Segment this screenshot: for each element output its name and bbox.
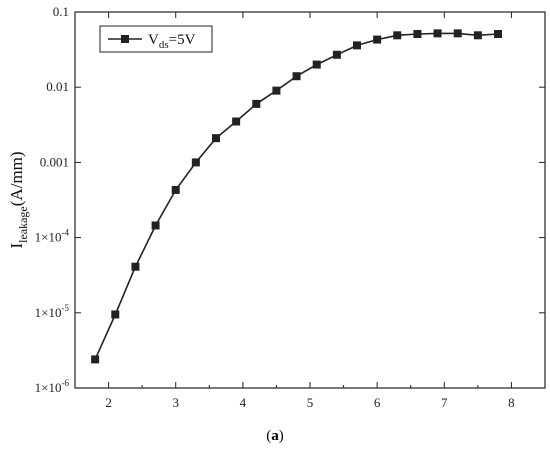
data-point xyxy=(353,41,361,50)
x-tick-label: 7 xyxy=(441,395,448,410)
x-tick-label: 3 xyxy=(172,395,179,410)
data-point xyxy=(91,355,100,364)
data-point xyxy=(171,185,180,194)
data-point xyxy=(252,99,261,108)
series-line xyxy=(94,32,499,360)
y-axis-label: Ileakage(A/mm) xyxy=(7,151,30,248)
data-point xyxy=(473,31,482,40)
data-point xyxy=(413,29,422,38)
y-tick-label: 1×10-4 xyxy=(35,228,70,245)
x-tick-label: 4 xyxy=(240,395,247,410)
y-axis-label-main: I xyxy=(7,243,26,249)
chart: 2 3 4 5 6 7 80.10.010.0011×10-41×10-51×10-6Ile… xyxy=(7,4,546,410)
legend-label-main: V xyxy=(148,32,159,48)
y-tick-mantissa: 1×10 xyxy=(35,305,62,320)
data-point xyxy=(453,29,462,38)
y-tick-exponent: -6 xyxy=(62,378,70,388)
y-tick-mantissa: 1×10 xyxy=(35,380,62,395)
y-tick-label: 0.1 xyxy=(53,4,69,19)
data-point xyxy=(111,310,120,319)
legend-label-rest: =5V xyxy=(169,32,196,48)
data-point xyxy=(292,72,301,81)
y-tick-exponent: -5 xyxy=(62,303,70,313)
y-tick-exponent: -4 xyxy=(62,228,70,238)
y-tick-mantissa: 1×10 xyxy=(35,230,62,245)
data-point xyxy=(232,117,241,126)
data-point xyxy=(131,262,140,271)
legend-label-sub: ds xyxy=(159,39,169,51)
figure-caption: (a) xyxy=(266,428,284,444)
y-tick-label: 0.01 xyxy=(46,79,69,94)
x-tick-label: 2 xyxy=(105,395,112,410)
y-axis-label-unit: (A/mm) xyxy=(7,151,26,206)
legend-label: Vds=5V xyxy=(148,32,196,51)
data-point xyxy=(373,35,382,44)
data-point xyxy=(332,50,341,59)
legend-box xyxy=(99,25,213,53)
y-tick-label: 0.001 xyxy=(40,154,69,169)
data-point xyxy=(494,29,502,38)
data-point xyxy=(393,31,402,40)
data-point xyxy=(212,134,220,143)
y-tick-label: 1×10-5 xyxy=(35,303,70,320)
y-axis-label-sub: leakage xyxy=(16,206,30,243)
data-point xyxy=(312,60,321,69)
data-point xyxy=(433,29,442,38)
data-point xyxy=(191,158,200,167)
x-tick-label: 6 xyxy=(374,395,381,410)
data-point xyxy=(151,221,160,230)
y-tick-label: 1×10-6 xyxy=(35,378,70,395)
legend-marker xyxy=(121,35,129,43)
x-tick-label: 8 xyxy=(508,395,515,410)
caption-label: a xyxy=(271,428,279,444)
plot-area: 2 3 4 5 6 7 80.10.010.0011×10-41×10-51×10-6Ile… xyxy=(7,4,546,410)
x-tick-label: 5 xyxy=(307,395,314,410)
data-point xyxy=(272,86,281,95)
